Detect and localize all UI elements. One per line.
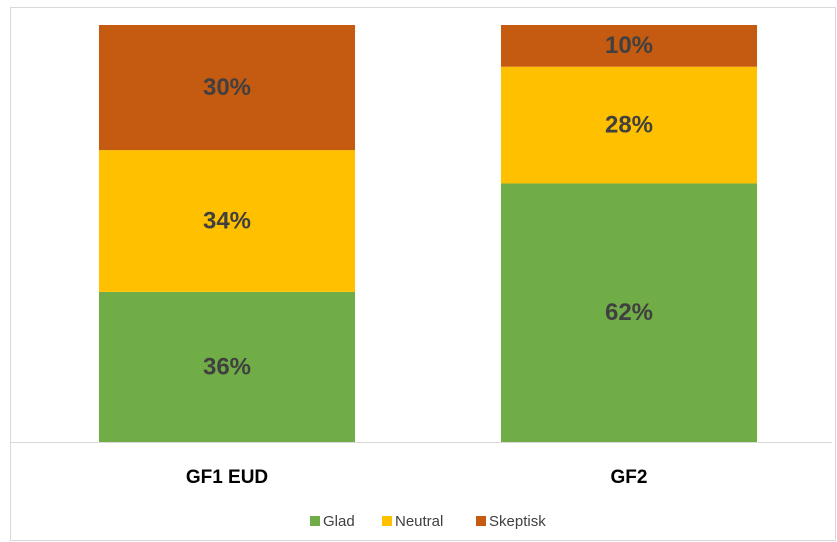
legend-label: Skeptisk	[489, 513, 546, 530]
data-label: 62%	[605, 299, 653, 326]
x-tick-label: GF1 EUD	[186, 467, 268, 488]
chart-border	[10, 7, 836, 541]
bar-segment	[500, 66, 758, 184]
legend-label: Glad	[323, 513, 355, 530]
data-label: 36%	[203, 353, 251, 380]
data-label: 10%	[605, 32, 653, 59]
bar-segment	[98, 150, 356, 292]
data-label: 28%	[605, 111, 653, 138]
data-label: 34%	[203, 207, 251, 234]
x-tick-label: GF2	[611, 467, 648, 488]
bar-segment	[98, 25, 356, 151]
data-label: 30%	[203, 74, 251, 101]
legend-label: Neutral	[395, 513, 443, 530]
legend-swatch	[476, 516, 486, 526]
bar-segment	[500, 183, 758, 442]
legend-swatch	[382, 516, 392, 526]
bar-segment	[98, 291, 356, 442]
bar-segment	[500, 25, 758, 67]
legend-swatch	[310, 516, 320, 526]
